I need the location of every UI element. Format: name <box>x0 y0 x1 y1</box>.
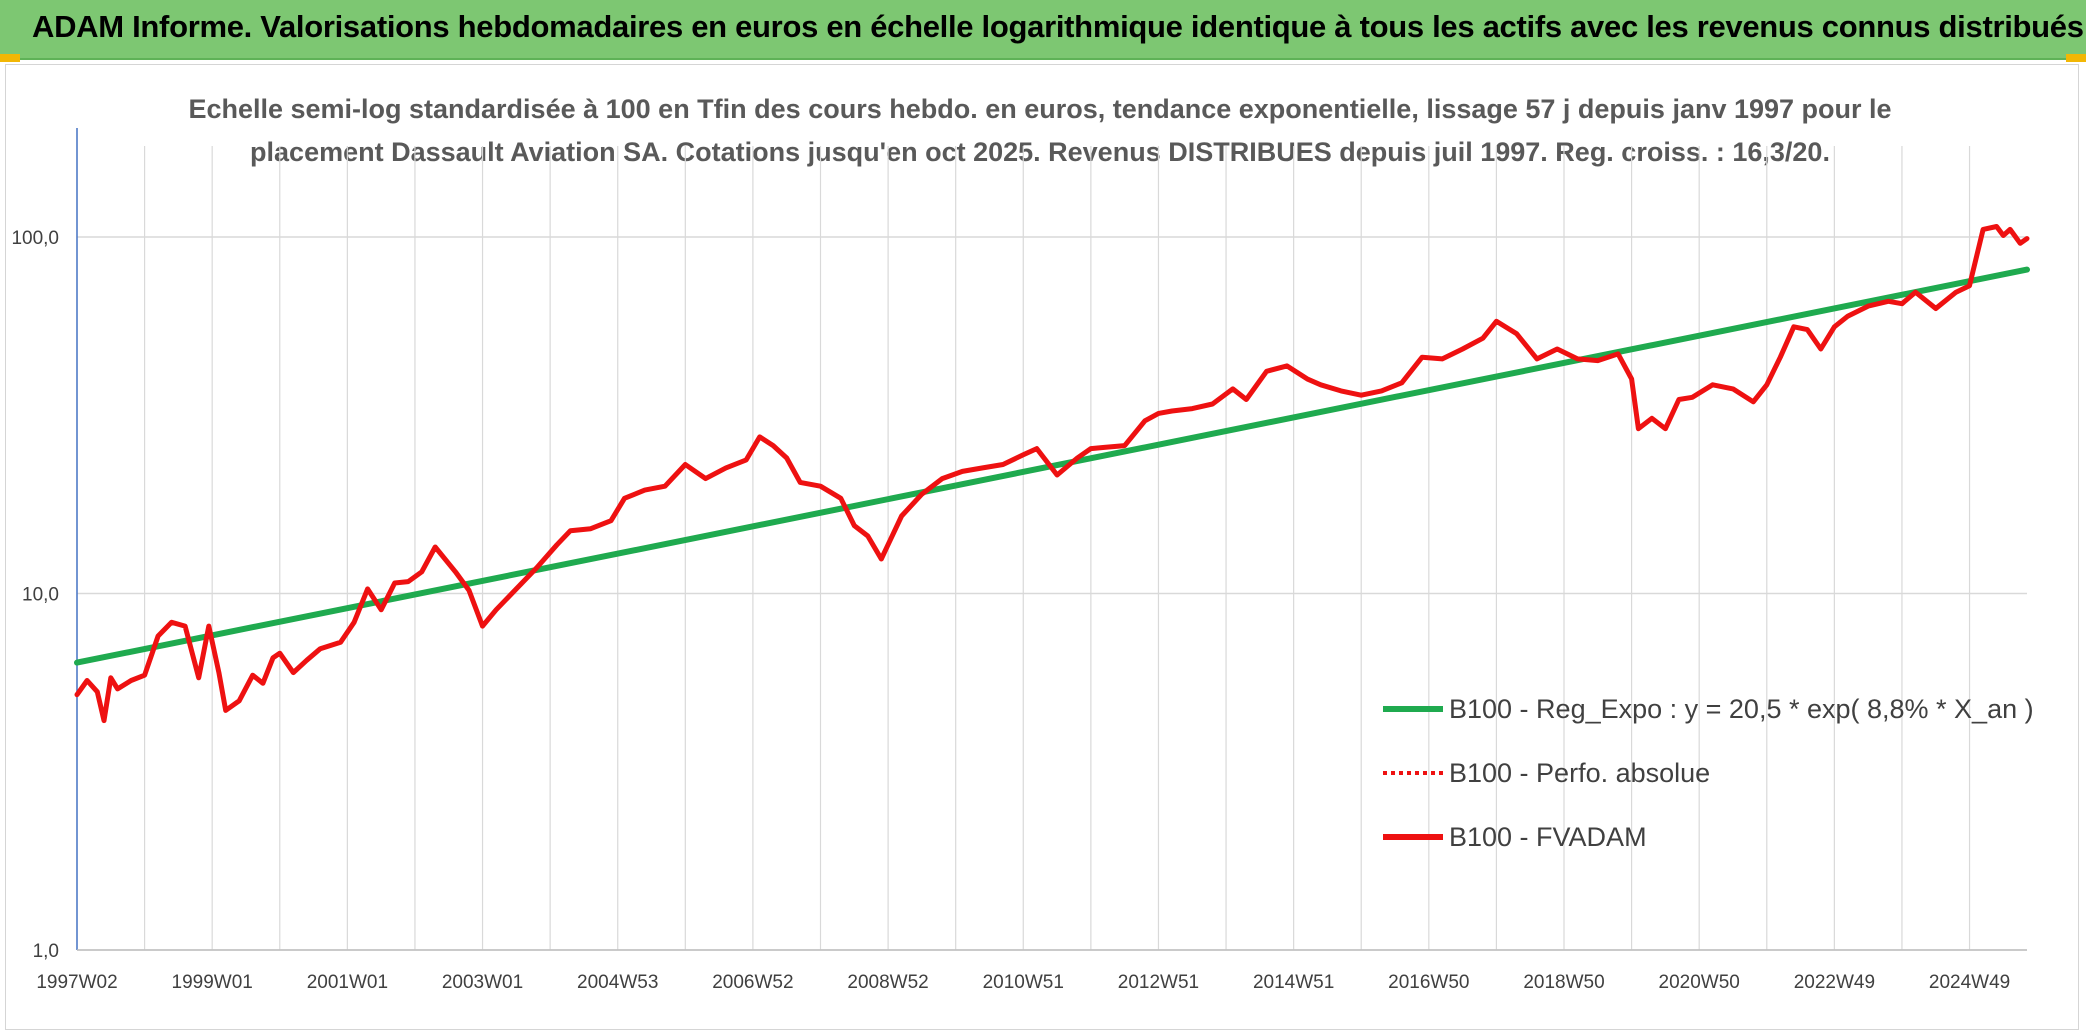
series-line-fvadam <box>74 224 2030 724</box>
x-tick-label: 2003W01 <box>442 972 523 993</box>
chart-frame <box>5 64 2079 1030</box>
header-banner: ADAM Informe. Valorisations hebdomadaire… <box>0 0 2086 60</box>
x-tick-label: 2008W52 <box>847 972 928 993</box>
chart-title: Echelle semi-log standardisée à 100 en T… <box>180 88 1900 174</box>
x-tick-label: 2020W50 <box>1659 972 1740 993</box>
x-tick-label: 2012W51 <box>1118 972 1199 993</box>
x-tick-label: 2016W50 <box>1388 972 1469 993</box>
legend-label-perf: B100 - Perfo. absolue <box>1449 758 1710 788</box>
chart-title-line-1: Echelle semi-log standardisée à 100 en T… <box>188 94 1892 124</box>
y-tick-label: 10,0 <box>22 585 59 606</box>
y-tick-label: 1,0 <box>33 941 59 962</box>
x-tick-label: 1997W02 <box>36 972 117 993</box>
x-tick-label: 2014W51 <box>1253 972 1334 993</box>
x-tick-label: 2001W01 <box>307 972 388 993</box>
x-tick-label: 1999W01 <box>172 972 253 993</box>
page-title: ADAM Informe. Valorisations hebdomadaire… <box>32 9 2084 44</box>
legend-label-trend: B100 - Reg_Expo : y = 20,5 * exp( 8,8% *… <box>1449 694 2034 724</box>
x-tick-label: 2006W52 <box>712 972 793 993</box>
x-tick-label: 2010W51 <box>983 972 1064 993</box>
legend-label-fvadam: B100 - FVADAM <box>1449 822 1647 852</box>
corner-mark-right <box>2066 54 2086 62</box>
x-tick-label: 2022W49 <box>1794 972 1875 993</box>
x-tick-label: 2024W49 <box>1929 972 2010 993</box>
y-tick-label: 100,0 <box>11 228 59 249</box>
corner-mark-left <box>0 54 20 62</box>
chart-title-line-2: placement Dassault Aviation SA. Cotation… <box>250 137 1830 167</box>
x-tick-label: 2018W50 <box>1523 972 1604 993</box>
x-tick-label: 2004W53 <box>577 972 658 993</box>
